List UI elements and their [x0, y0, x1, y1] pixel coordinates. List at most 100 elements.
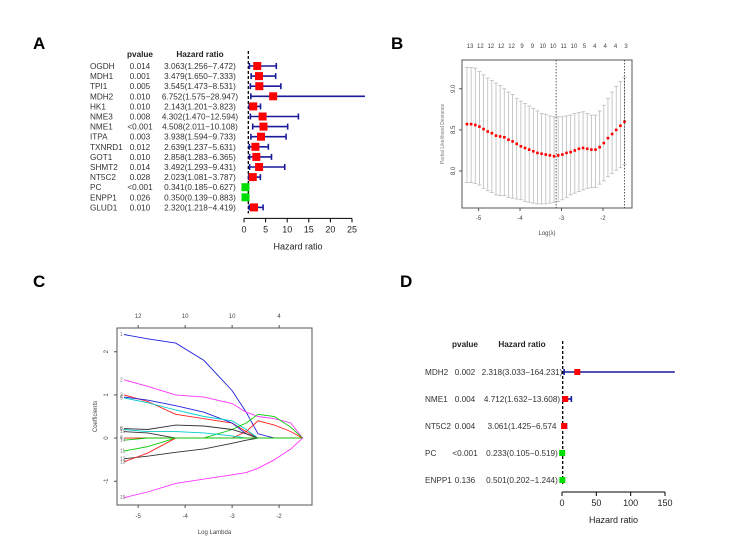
x-tick-label: 50: [591, 498, 601, 508]
table-row: NT5C2 0.028 2.023(1.081−3.787): [90, 173, 262, 182]
top-label: 12: [487, 44, 494, 50]
table-row: MDH2 0.010 6.752(1.575−28.947): [90, 92, 365, 101]
data-point: [469, 122, 473, 126]
top-label: 11: [560, 44, 567, 50]
pvalue-value: 0.028: [130, 173, 151, 182]
gene-label: GOT1: [90, 153, 113, 162]
hazard-ratio-marker: [252, 152, 261, 161]
coefficient-line: [123, 437, 303, 441]
gene-label: NT5C2: [425, 422, 451, 431]
pvalue-value: <0.001: [127, 183, 153, 192]
top-label: 4: [614, 44, 618, 50]
top-label: 4: [593, 44, 597, 50]
hazard-ratio-value: 2.023(1.081−3.787): [164, 173, 236, 182]
x-tick-label: 15: [304, 224, 314, 234]
gene-label: NT5C2: [90, 173, 116, 182]
cv-deviance-plot: 13 12 12 12 12 9 9 10 10 11 10 5 4 4 4 3-5 -4 -3 -2Log(λ)8…: [440, 44, 633, 237]
table-row: NT5C2 0.004 3.061(1.425−6.574: [425, 422, 568, 431]
pvalue-value: 0.010: [130, 153, 151, 162]
hazard-ratio-value: 3.545(1.473−8.531): [164, 82, 236, 91]
hazard-ratio-value: 0.233(0.105−0.519): [486, 449, 558, 458]
data-point: [590, 148, 593, 151]
top-label: 13: [467, 44, 474, 50]
gene-label: TPI1: [90, 82, 108, 91]
pvalue-value: 0.014: [130, 163, 151, 172]
pvalue-value: 0.004: [455, 422, 476, 431]
data-point: [490, 131, 494, 135]
hazard-ratio-value: 2.143(1.201−3.823): [164, 102, 236, 111]
column-header-hazard-ratio: Hazard ratio: [498, 340, 545, 349]
gene-label: PC: [425, 449, 436, 458]
hazard-ratio-marker: [257, 132, 266, 141]
gene-label: GLUD1: [90, 203, 118, 212]
gene-label: TXNRD1: [90, 143, 123, 152]
hazard-ratio-value: 6.752(1.575−28.947): [162, 92, 239, 101]
x-tick-label: 5: [263, 224, 268, 234]
hazard-ratio-marker: [250, 203, 259, 212]
table-row: TXNRD1 0.012 2.639(1.237−5.631): [90, 142, 270, 152]
pvalue-value: 0.014: [130, 62, 151, 71]
data-point: [556, 154, 560, 157]
hazard-ratio-marker: [561, 423, 568, 429]
data-point: [602, 141, 606, 145]
data-point: [527, 148, 531, 151]
x-tick-label: -4: [182, 514, 188, 520]
data-point: [561, 153, 564, 156]
hazard-ratio-marker: [248, 173, 257, 182]
pvalue-value: 0.136: [455, 476, 476, 485]
top-label: 5: [583, 44, 587, 50]
series-label: 7: [120, 436, 123, 442]
table-row: GOT1 0.010 2.858(1.283−6.365): [90, 152, 273, 162]
table-row: PC <0.001 0.233(0.105−0.519): [425, 449, 566, 458]
gene-label: MDH2: [90, 92, 114, 101]
gene-label: SHMT2: [90, 163, 118, 172]
data-point: [536, 151, 539, 155]
gene-label: PC: [90, 183, 101, 192]
data-point: [507, 138, 510, 142]
hazard-ratio-value: 2.639(1.237−5.631): [164, 143, 236, 152]
data-point: [573, 149, 577, 152]
top-label: 10: [539, 44, 546, 50]
data-point: [498, 135, 502, 138]
data-point: [581, 146, 585, 150]
series-label: 1: [120, 332, 123, 338]
data-point: [540, 152, 543, 156]
table-row: NME1 0.004 4.712(1.632−13.608): [425, 395, 573, 404]
hazard-ratio-marker: [562, 396, 569, 402]
data-point: [623, 120, 626, 123]
data-point: [614, 128, 618, 132]
top-tick-label: 10: [182, 314, 189, 320]
top-label: 12: [498, 44, 505, 50]
gene-label: OGDH: [90, 62, 115, 71]
coefficient-line: [123, 437, 303, 460]
pvalue-value: 0.010: [130, 102, 151, 111]
gene-label: MDH1: [90, 72, 114, 81]
data-point: [478, 125, 481, 128]
pvalue-value: <0.001: [127, 123, 153, 132]
data-point: [511, 140, 514, 143]
hazard-ratio-marker: [269, 92, 278, 101]
hazard-ratio-marker: [258, 112, 267, 121]
x-tick-label: 25: [347, 224, 357, 234]
series-label: 14: [120, 438, 126, 444]
x-tick-label: 0: [559, 498, 564, 508]
coefficient-line: [123, 334, 303, 439]
column-header-hazard-ratio: Hazard ratio: [176, 50, 223, 59]
data-point: [619, 124, 622, 128]
pvalue-value: 0.026: [130, 193, 151, 202]
x-tick-label: -5: [135, 514, 141, 520]
column-header-pvalue: pvalue: [127, 50, 153, 59]
hazard-ratio-value: 0.341(0.185−0.627): [164, 183, 236, 192]
column-header-pvalue: pvalue: [452, 340, 478, 349]
hazard-ratio-value: 4.508(2.011−10.108): [162, 123, 238, 132]
data-point: [552, 154, 556, 158]
table-row: ENPP1 0.026 0.350(0.139−0.883): [90, 193, 250, 202]
hazard-ratio-value: 2.320(1.218−4.419): [164, 203, 236, 212]
hazard-ratio-marker: [251, 142, 260, 151]
hazard-ratio-value: 3.061(1.425−6.574: [488, 422, 557, 431]
x-tick-label: 20: [325, 224, 335, 234]
panel-label-c: C: [33, 272, 46, 291]
pvalue-value: <0.001: [452, 449, 478, 458]
hazard-ratio-value: 4.712(1.632−13.608): [484, 395, 561, 404]
gene-label: NME3: [90, 113, 113, 122]
